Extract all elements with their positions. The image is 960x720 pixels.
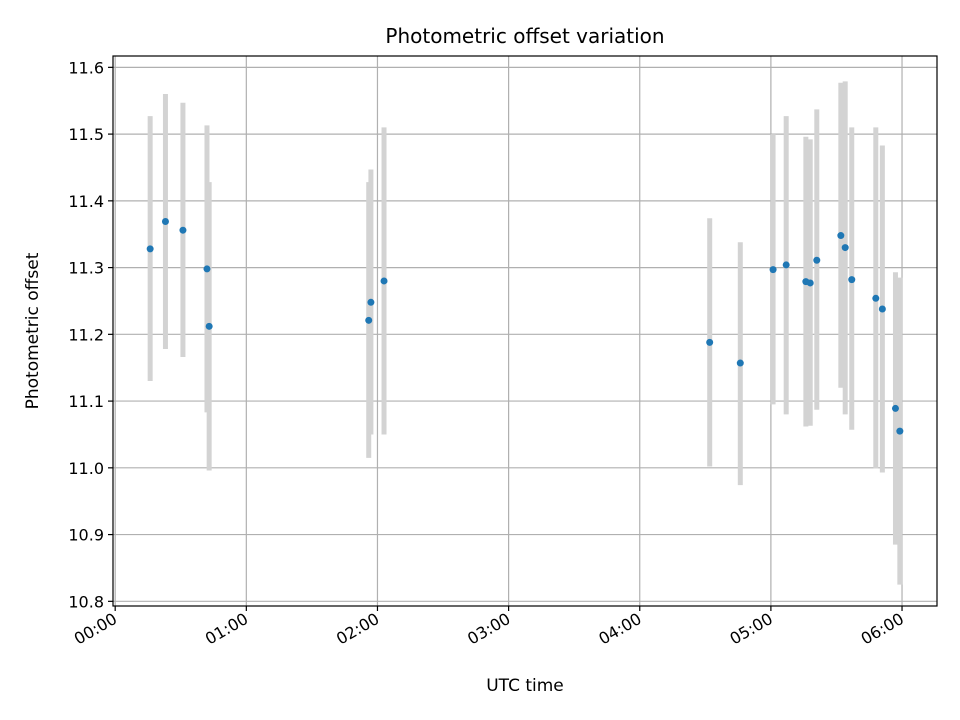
data-point — [203, 265, 211, 273]
data-point — [736, 359, 744, 367]
y-tick-label: 11.4 — [68, 192, 104, 211]
grid — [113, 56, 937, 606]
data-point — [813, 256, 821, 264]
data-point — [896, 427, 904, 435]
data-point — [146, 245, 154, 253]
data-point — [706, 338, 714, 346]
chart-title: Photometric offset variation — [385, 24, 664, 48]
y-tick-label: 11.2 — [68, 325, 104, 344]
data-point — [872, 294, 880, 302]
data-point — [769, 266, 777, 274]
y-axis-label: Photometric offset — [23, 252, 43, 409]
y-tick-label: 10.9 — [68, 526, 104, 545]
y-axis: 10.8 10.9 11.0 11.1 11.2 11.3 11.4 11.5 11.6 — [68, 58, 113, 611]
data-point — [848, 276, 856, 284]
data-point — [365, 316, 373, 324]
data-point — [837, 232, 845, 240]
data-points — [146, 218, 904, 435]
y-tick-label: 11.5 — [68, 125, 104, 144]
data-point — [161, 218, 169, 226]
y-tick-label: 11.6 — [68, 58, 104, 77]
data-point — [891, 404, 899, 412]
data-point — [878, 305, 886, 313]
plot-frame — [112, 55, 938, 607]
data-point — [367, 298, 375, 306]
data-point — [782, 261, 790, 269]
y-tick-label: 11.1 — [68, 392, 104, 411]
y-tick-label: 11.0 — [68, 459, 104, 478]
x-axis-label: UTC time — [486, 676, 564, 696]
data-point — [380, 277, 388, 285]
data-point — [841, 244, 849, 252]
data-point — [806, 279, 814, 287]
y-tick-label: 10.8 — [68, 592, 104, 611]
data-point — [205, 322, 213, 330]
y-tick-label: 11.3 — [68, 259, 104, 278]
data-point — [179, 226, 187, 234]
